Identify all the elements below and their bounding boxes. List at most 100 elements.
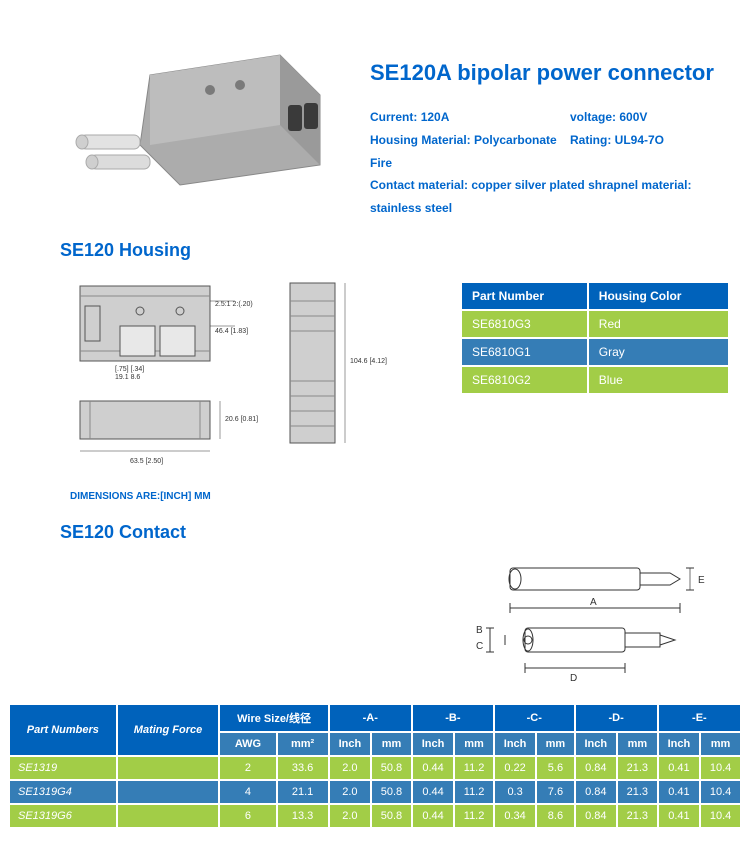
dim-label-d: D [570,673,577,684]
ct-subheader: mm [537,733,573,755]
ct-td: 0.44 [413,757,453,779]
dim-b: 46.4 [1.83] [215,328,248,335]
dim-c: [.75] [.34] [115,366,144,373]
ct-subheader: Inch [495,733,535,755]
dim-label-c: C [476,641,483,652]
contact-diagram-svg: E A B [470,553,730,693]
spec-contact-mat: Contact material: copper silver plated s… [370,174,730,220]
ct-td: 0.44 [413,805,453,827]
housing-td-pn: SE6810G1 [462,339,587,365]
ct-td: 21.3 [618,757,657,779]
ct-td: 21.1 [278,781,328,803]
spec-voltage-value: 600V [619,110,647,124]
ct-td: 0.44 [413,781,453,803]
ct-td: 0.41 [659,805,699,827]
ct-td-pn: SE1319 [10,757,116,779]
ct-td: 0.84 [576,781,616,803]
ct-subheader: mm [701,733,740,755]
ct-subheader: mm² [278,733,328,755]
ct-td: 10.4 [701,781,740,803]
dim-label-b: B [476,625,483,636]
ct-td: 2 [220,757,275,779]
housing-table: Part NumberHousing ColorSE6810G3RedSE681… [460,271,730,471]
ct-td: 8.6 [537,805,573,827]
specs-block: Current: 120A voltage: 600V Housing Mate… [370,106,730,220]
ct-subheader: AWG [220,733,275,755]
ct-subheader: Inch [659,733,699,755]
contact-diagram: E A B [470,553,730,693]
ct-subheader: Inch [330,733,370,755]
housing-td-color: Blue [589,367,728,393]
ct-td: 0.41 [659,781,699,803]
ct-th-dim: -D- [576,705,657,731]
ct-td: 21.3 [618,781,657,803]
contact-table-wrap: Part NumbersMating ForceWire Size/线径-A--… [0,693,750,849]
header-row: SE120A bipolar power connector Current: … [0,0,750,230]
ct-td: 2.0 [330,805,370,827]
ct-td: 0.34 [495,805,535,827]
ct-td: 2.0 [330,757,370,779]
ct-td: 11.2 [455,781,493,803]
housing-parts-table: Part NumberHousing ColorSE6810G3RedSE681… [460,281,730,395]
ct-td: 11.2 [455,805,493,827]
housing-diagram-svg: 2.5:1 2:(.20) 46.4 [1.83] [.75] [.34] 19… [60,271,420,471]
ct-td: 0.84 [576,805,616,827]
ct-th-mf: Mating Force [118,705,219,755]
spec-hm-label: Housing Material: [370,133,471,147]
ct-th-dim: -B- [413,705,493,731]
connector-photo-svg [60,35,340,215]
dim-label-a: A [590,597,597,608]
housing-td-pn: SE6810G2 [462,367,587,393]
ct-subheader: Inch [413,733,453,755]
ct-td: 4 [220,781,275,803]
ct-td: 0.22 [495,757,535,779]
ct-td: 50.8 [372,805,411,827]
housing-diagram: 2.5:1 2:(.20) 46.4 [1.83] [.75] [.34] 19… [60,271,420,471]
ct-subheader: mm [618,733,657,755]
spec-current-label: Current: [370,110,417,124]
ct-th-wire: Wire Size/线径 [220,705,327,731]
ct-td: 13.3 [278,805,328,827]
dim-len: 104.6 [4.12] [350,358,387,365]
ct-td: 10.4 [701,757,740,779]
contact-spacer [60,553,470,693]
ct-td-pn: SE1319G6 [10,805,116,827]
ct-td: 2.0 [330,781,370,803]
ct-td: 7.6 [537,781,573,803]
ct-td: 5.6 [537,757,573,779]
ct-td: 50.8 [372,757,411,779]
spec-rating-label: Rating: [570,133,611,147]
ct-td: 0.84 [576,757,616,779]
ct-td-mf [118,805,219,827]
housing-th: Housing Color [589,283,728,309]
housing-td-color: Gray [589,339,728,365]
housing-td-pn: SE6810G3 [462,311,587,337]
dim-a: 2.5:1 2:(.20) [215,301,253,308]
ct-subheader: mm [372,733,411,755]
header-text: SE120A bipolar power connector Current: … [350,30,730,220]
contact-specs-table: Part NumbersMating ForceWire Size/线径-A--… [8,703,742,829]
housing-section-title: SE120 Housing [0,230,750,271]
housing-th: Part Number [462,283,587,309]
ct-th-pn: Part Numbers [10,705,116,755]
ct-td: 0.41 [659,757,699,779]
spec-current-value: 120A [421,110,450,124]
dim-width: 63.5 [2.50] [130,458,163,465]
spec-rating-value: UL94-7O [615,133,664,147]
ct-td-mf [118,757,219,779]
ct-subheader: mm [455,733,493,755]
product-photo [50,30,350,220]
ct-th-dim: -A- [330,705,411,731]
ct-td-pn: SE1319G4 [10,781,116,803]
housing-td-color: Red [589,311,728,337]
dim-bot: 20.6 [0.81] [225,416,258,423]
ct-td: 6 [220,805,275,827]
product-title: SE120A bipolar power connector [370,60,730,86]
ct-td: 33.6 [278,757,328,779]
ct-td: 50.8 [372,781,411,803]
housing-row: 2.5:1 2:(.20) 46.4 [1.83] [.75] [.34] 19… [0,271,750,471]
ct-th-dim: -E- [659,705,740,731]
page: SE120A bipolar power connector Current: … [0,0,750,849]
dimension-note: DIMENSIONS ARE:[INCH] MM [0,471,750,512]
contact-section-title: SE120 Contact [0,512,750,553]
